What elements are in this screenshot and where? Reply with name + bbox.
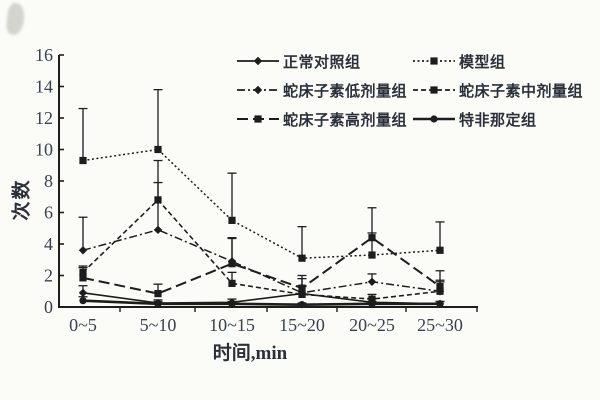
data-point-marker [228,216,236,224]
data-point-marker [368,251,376,259]
data-point-marker [298,301,306,309]
y-tick-label: 10 [35,140,53,160]
series-line [82,299,440,306]
x-tick-label: 15~20 [279,315,325,335]
legend-item-high-dose: 蛇床子素高剂量组 [236,108,412,130]
series-1 [78,89,445,262]
diamond-marker-icon [253,85,263,95]
data-point-marker [298,284,306,292]
legend-item-model: 模型组 [412,50,570,72]
square-marker-icon [254,115,262,123]
data-point-marker [368,234,376,242]
series-line [82,292,441,305]
legend-label: 蛇床子素高剂量组 [283,111,408,129]
y-tick-label: 6 [44,203,53,223]
legend-item-low-dose: 蛇床子素低剂量组 [236,79,412,101]
y-tick-label: 4 [44,234,53,254]
data-point-marker [298,290,306,298]
series-line [82,148,441,259]
legend: 正常对照组 模型组 蛇床子素低剂量组 蛇床子素中剂量组 蛇床子素高剂量组 特非那… [236,50,583,130]
x-axis-title: 时间,min [212,343,288,364]
x-tick-label: 20~25 [349,315,395,335]
legend-line-sample-icon [413,115,455,123]
series-5 [78,296,445,309]
y-tick-label: 16 [35,45,53,65]
data-point-marker [79,274,87,282]
legend-label: 蛇床子素低剂量组 [283,82,408,100]
x-tick-label: 5~10 [140,315,177,335]
legend-label: 蛇床子素中剂量组 [459,82,584,100]
legend-item-normal-control: 正常对照组 [236,50,412,72]
legend-label: 特非那定组 [459,111,537,129]
square-marker-icon [430,86,438,94]
data-point-marker [368,295,376,303]
series-line [82,198,441,300]
legend-label: 正常对照组 [283,53,361,71]
data-point-marker [367,277,377,286]
data-point-marker [228,300,236,308]
data-point-marker [154,300,162,308]
data-point-marker [436,282,444,291]
y-tick-label: 14 [35,77,53,97]
data-point-marker [154,145,162,154]
y-tick-label: 8 [44,171,53,191]
data-point-marker [154,290,162,298]
legend-line-sample-icon [237,115,279,123]
y-tick-label: 0 [44,297,53,317]
y-tick-label: 12 [35,108,53,128]
legend-item-terfenadine: 特非那定组 [412,108,570,130]
series-line [82,236,441,295]
legend-label: 模型组 [459,53,506,71]
data-point-marker [228,279,236,287]
y-axis-title: 次数 [11,178,33,221]
series-3 [78,159,445,303]
y-tick-label: 2 [44,266,53,286]
series-4 [78,207,445,298]
data-point-marker [79,156,87,165]
data-point-marker [78,246,88,255]
data-point-marker [153,225,163,235]
series-2 [78,181,445,298]
legend-line-sample-icon [237,85,279,95]
data-point-marker [79,297,87,305]
data-point-marker [436,287,444,295]
legend-line-sample-icon [413,86,455,94]
data-point-marker [368,300,376,308]
data-point-marker [298,254,306,262]
data-point-marker [78,288,88,298]
data-point-marker [436,246,444,254]
square-marker-icon [430,57,438,65]
data-point-marker [154,196,162,204]
legend-line-sample-icon [413,57,455,65]
legend-line-sample-icon [237,56,279,66]
circle-marker-icon [430,115,438,123]
data-point-marker [228,260,236,268]
axes: 0 2 4 6 8 10 12 14 16 0~5 5~10 10~15 15~20 20~25 25~30 [35,45,478,335]
x-tick-label: 25~30 [417,315,463,335]
series-line [82,229,441,294]
x-tick-label: 0~5 [69,315,97,335]
legend-item-mid-dose: 蛇床子素中剂量组 [412,79,583,101]
data-point-marker [436,300,444,308]
diamond-marker-icon [253,56,263,66]
x-tick-label: 10~15 [209,315,255,335]
